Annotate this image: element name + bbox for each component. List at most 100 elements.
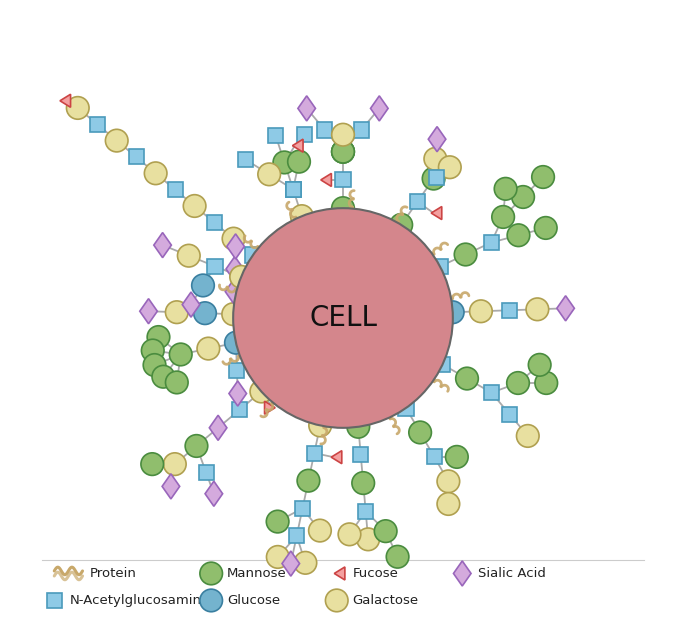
FancyBboxPatch shape [129, 149, 143, 165]
Circle shape [141, 339, 164, 362]
Circle shape [258, 163, 281, 186]
Circle shape [325, 589, 348, 612]
Polygon shape [226, 256, 244, 282]
Circle shape [338, 523, 361, 546]
Circle shape [332, 197, 354, 219]
Circle shape [507, 371, 530, 394]
Circle shape [178, 244, 200, 267]
Polygon shape [431, 207, 442, 219]
Polygon shape [227, 234, 244, 259]
Circle shape [441, 301, 464, 324]
Circle shape [106, 129, 128, 152]
Circle shape [291, 205, 313, 228]
Circle shape [517, 425, 539, 447]
FancyBboxPatch shape [353, 123, 368, 137]
Circle shape [165, 371, 188, 394]
Circle shape [143, 354, 166, 377]
Circle shape [266, 546, 289, 568]
Circle shape [67, 97, 89, 119]
FancyBboxPatch shape [432, 259, 447, 274]
Polygon shape [60, 94, 71, 107]
Circle shape [507, 224, 530, 247]
Circle shape [456, 367, 478, 390]
FancyBboxPatch shape [335, 172, 351, 188]
FancyBboxPatch shape [353, 447, 368, 462]
Circle shape [409, 421, 431, 444]
Polygon shape [154, 233, 172, 258]
Circle shape [386, 546, 409, 568]
Polygon shape [265, 401, 275, 414]
Circle shape [183, 195, 206, 218]
Polygon shape [428, 127, 446, 152]
Circle shape [152, 366, 175, 388]
Text: Protein: Protein [90, 567, 137, 580]
Text: Glucose: Glucose [227, 594, 280, 607]
Polygon shape [229, 381, 246, 406]
Polygon shape [557, 296, 574, 321]
Circle shape [193, 302, 216, 324]
Polygon shape [140, 299, 157, 324]
Circle shape [535, 371, 558, 394]
FancyBboxPatch shape [399, 401, 414, 415]
Circle shape [191, 274, 214, 297]
FancyBboxPatch shape [289, 529, 304, 544]
Circle shape [185, 434, 208, 457]
Circle shape [163, 453, 186, 476]
FancyBboxPatch shape [285, 182, 300, 197]
Circle shape [437, 493, 460, 515]
Circle shape [492, 205, 514, 228]
FancyBboxPatch shape [502, 407, 517, 422]
FancyBboxPatch shape [484, 235, 499, 250]
Text: Fucose: Fucose [353, 567, 399, 580]
Circle shape [144, 162, 167, 184]
FancyBboxPatch shape [232, 402, 247, 417]
Circle shape [287, 150, 310, 173]
Polygon shape [209, 415, 227, 440]
Circle shape [347, 415, 370, 438]
Circle shape [250, 380, 272, 403]
FancyBboxPatch shape [285, 182, 300, 197]
Polygon shape [205, 481, 223, 506]
Circle shape [222, 227, 245, 250]
Circle shape [309, 414, 331, 437]
Circle shape [375, 520, 397, 543]
FancyBboxPatch shape [268, 128, 283, 143]
Circle shape [390, 214, 412, 236]
FancyBboxPatch shape [285, 182, 300, 197]
Polygon shape [370, 96, 388, 121]
Circle shape [297, 469, 320, 492]
FancyBboxPatch shape [198, 465, 213, 480]
Circle shape [352, 472, 375, 494]
Circle shape [437, 470, 460, 493]
Polygon shape [182, 292, 200, 317]
FancyBboxPatch shape [297, 127, 312, 142]
FancyBboxPatch shape [229, 363, 244, 378]
FancyBboxPatch shape [429, 170, 444, 184]
FancyBboxPatch shape [427, 450, 442, 464]
Circle shape [309, 519, 331, 542]
Circle shape [454, 243, 477, 266]
Polygon shape [292, 139, 303, 152]
Text: CELL: CELL [309, 304, 377, 332]
Circle shape [165, 301, 188, 324]
FancyBboxPatch shape [501, 303, 517, 318]
Polygon shape [298, 96, 316, 121]
Circle shape [197, 337, 220, 360]
FancyBboxPatch shape [435, 357, 450, 372]
Circle shape [141, 453, 163, 476]
Circle shape [512, 186, 534, 208]
FancyBboxPatch shape [484, 385, 499, 400]
Circle shape [526, 298, 549, 321]
Text: Mannose: Mannose [227, 567, 287, 580]
Circle shape [233, 208, 453, 428]
Polygon shape [334, 567, 345, 580]
Text: Sialic Acid: Sialic Acid [478, 567, 546, 580]
Text: N-Acetylglucosamine: N-Acetylglucosamine [70, 594, 210, 607]
FancyBboxPatch shape [358, 504, 373, 519]
Circle shape [424, 148, 447, 170]
Circle shape [495, 177, 517, 200]
Circle shape [230, 266, 252, 288]
Circle shape [332, 141, 354, 163]
FancyBboxPatch shape [207, 259, 222, 274]
Polygon shape [282, 551, 300, 576]
